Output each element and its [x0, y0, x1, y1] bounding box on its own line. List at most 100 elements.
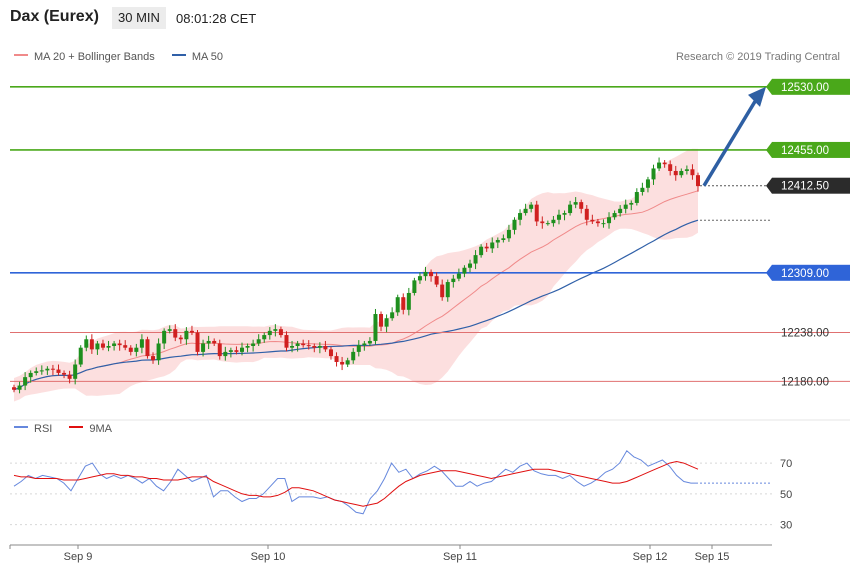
candle-body — [629, 202, 634, 205]
candle-body — [328, 349, 333, 357]
candle-body — [395, 297, 400, 313]
candle-body — [645, 179, 650, 188]
level-label-box — [772, 264, 850, 281]
timeframe-badge[interactable]: 30 MIN — [112, 7, 166, 29]
candle-body — [456, 273, 461, 279]
candle-body — [618, 208, 623, 214]
candle-body — [251, 343, 256, 346]
candle-body — [173, 329, 178, 338]
candle-body — [217, 343, 222, 357]
candle-body — [323, 346, 328, 350]
time-tick-label: Sep 9 — [64, 551, 93, 563]
candle-body — [212, 340, 217, 344]
level-label: 12309.00 — [781, 268, 829, 280]
timestamp: 08:01:28 CET — [176, 11, 257, 26]
candle-body — [545, 223, 550, 225]
level-label: 12238.00 — [781, 328, 829, 340]
candle-body — [256, 339, 261, 344]
candle-body — [312, 346, 317, 348]
candle-body — [128, 347, 133, 352]
legend-bands-swatch — [14, 54, 28, 57]
candle-body — [607, 217, 612, 224]
candle-body — [245, 346, 250, 348]
candle-body — [167, 329, 172, 331]
candle-body — [540, 221, 545, 224]
candle-body — [267, 330, 272, 336]
candle-body — [462, 267, 467, 274]
candle-body — [595, 221, 600, 224]
level-label-box — [772, 78, 850, 95]
candle-body — [139, 339, 144, 348]
candle-body — [62, 372, 67, 375]
candle-body — [273, 329, 278, 331]
candle-body — [23, 377, 28, 386]
candle-body — [434, 276, 439, 285]
candle-body — [50, 368, 55, 370]
level-label-pointer — [766, 177, 772, 194]
candle-body — [151, 356, 156, 361]
rsi-tick-label: 50 — [780, 489, 792, 501]
candle-body — [562, 213, 567, 215]
candle-body — [345, 360, 350, 365]
candle-body — [384, 318, 389, 327]
candle-body — [223, 351, 228, 357]
candle-body — [612, 213, 617, 218]
candle-body — [534, 204, 539, 222]
target-arrow-shaft — [702, 98, 758, 187]
candle-body — [89, 339, 94, 350]
candle-body — [657, 162, 662, 169]
candle-body — [684, 169, 689, 171]
level-label: 12530.00 — [781, 82, 829, 94]
candle-body — [356, 345, 361, 352]
rsi-tick-label: 30 — [780, 520, 792, 532]
candle-body — [362, 343, 367, 346]
candle-body — [468, 263, 472, 268]
candle-body — [623, 204, 628, 209]
candle-body — [84, 339, 89, 348]
candle-body — [234, 350, 239, 352]
legend-rsi-ma-swatch — [69, 426, 84, 429]
candle-body — [401, 297, 406, 310]
legend-rsi: RSI — [14, 423, 52, 435]
candle-body — [278, 329, 283, 336]
candle-body — [512, 219, 517, 230]
candle-body — [412, 280, 417, 293]
candle-body — [351, 351, 356, 361]
candle-body — [73, 364, 78, 379]
candle-body — [112, 343, 117, 346]
candle-body — [284, 335, 289, 348]
legend-ma50-label: MA 50 — [191, 51, 224, 63]
candle-body — [301, 343, 306, 346]
candle-body — [145, 339, 150, 357]
candle-body — [34, 371, 39, 373]
rsi-tick-label: 70 — [780, 458, 792, 470]
candle-body — [568, 204, 573, 214]
legend-rsi-swatch — [14, 426, 28, 429]
candle-body — [201, 343, 206, 352]
candle-body — [640, 187, 645, 193]
candle-body — [501, 238, 506, 240]
candle-body — [123, 345, 128, 348]
level-label: 12180.00 — [781, 376, 829, 388]
candle-body — [189, 330, 194, 333]
candle-body — [506, 229, 511, 239]
candle-body — [451, 278, 456, 283]
candle-body — [523, 208, 528, 214]
candle-body — [340, 361, 345, 365]
candle-body — [45, 368, 50, 371]
level-label-box — [772, 141, 850, 158]
candle-body — [601, 223, 606, 225]
level-label-pointer — [766, 78, 772, 95]
candle-body — [195, 332, 200, 352]
candle-body — [373, 314, 378, 341]
candle-body — [590, 219, 595, 222]
candle-body — [28, 372, 33, 378]
level-label: 12412.50 — [781, 181, 829, 193]
candle-body — [651, 168, 656, 180]
candle-body — [306, 345, 311, 347]
candle-body — [240, 347, 244, 352]
time-tick-label: Sep 15 — [695, 551, 730, 563]
candle-body — [78, 347, 83, 365]
candle-body — [406, 292, 411, 310]
